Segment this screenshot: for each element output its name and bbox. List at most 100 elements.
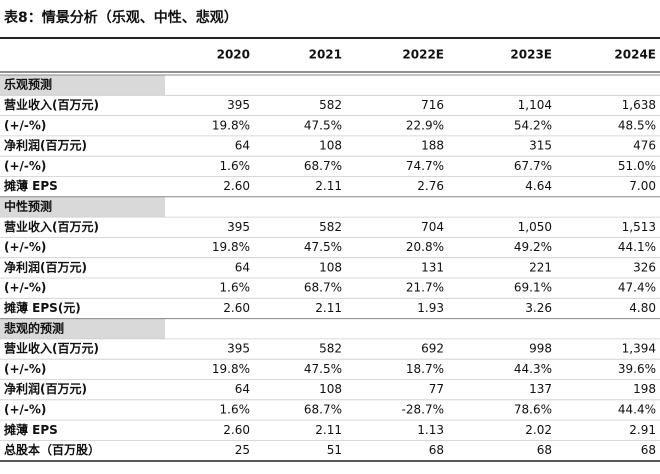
cell: 39.6% [618,362,656,376]
cell: 221 [529,260,552,274]
cell: 1.13 [417,423,444,437]
column-header: 2020 [217,48,250,62]
cell: 1,104 [518,98,552,112]
row-label: (+/-%) [4,281,46,295]
cell: 2.11 [315,423,342,437]
cell: 47.4% [618,281,656,295]
cell: 2.60 [223,423,250,437]
cell: 1.6% [220,402,251,416]
cell: 68 [641,443,656,457]
cell: 716 [421,98,444,112]
cell: 315 [529,139,552,153]
row-label: 摊薄 EPS [4,422,58,437]
cell: 44.4% [618,402,656,416]
row-label: (+/-%) [4,240,46,254]
cell: 326 [633,260,656,274]
cell: 47.5% [304,118,342,132]
row-label: (+/-%) [4,402,46,416]
section-title: 中性预测 [4,198,52,213]
cell: 998 [529,342,552,356]
row-label: (+/-%) [4,118,46,132]
row-label: 总股本（百万股） [4,442,100,457]
cell: 582 [319,220,342,234]
cell: 137 [529,382,552,396]
cell: 19.8% [212,240,250,254]
cell: 1.6% [220,281,251,295]
cell: 18.7% [406,362,444,376]
row-label: 营业收入(百万元) [4,97,99,112]
cell: 108 [319,382,342,396]
section-bg [0,75,165,96]
column-header: 2022E [402,48,444,62]
column-header: 2023E [510,48,552,62]
section-title: 乐观预测 [4,77,52,92]
cell: 395 [227,342,250,356]
cell: 1.6% [220,159,251,173]
cell: 19.8% [212,118,250,132]
cell: 69.1% [514,281,552,295]
cell: 704 [421,220,444,234]
cell: 2.76 [417,179,444,193]
cell: 68.7% [304,159,342,173]
cell: 4.64 [525,179,552,193]
cell: 64 [235,139,250,153]
cell: 582 [319,98,342,112]
cell: 395 [227,98,250,112]
cell: 476 [633,139,656,153]
cell: 19.8% [212,362,250,376]
cell: 188 [421,139,444,153]
cell: 47.5% [304,240,342,254]
cell: -28.7% [402,402,444,416]
section-bg [0,318,165,339]
row-label: 净利润(百万元) [4,259,87,274]
cell: 582 [319,342,342,356]
column-header: 2021 [309,48,342,62]
row-label: 摊薄 EPS [4,178,58,193]
row-label: 净利润(百万元) [4,138,87,153]
cell: 64 [235,260,250,274]
row-label: 营业收入(百万元) [4,341,99,356]
cell: 108 [319,260,342,274]
cell: 64 [235,382,250,396]
cell: 78.6% [514,402,552,416]
cell: 25 [235,443,250,457]
cell: 1,050 [518,220,552,234]
cell: 48.5% [618,118,656,132]
cell: 692 [421,342,444,356]
cell: 198 [633,382,656,396]
cell: 108 [319,139,342,153]
cell: 395 [227,220,250,234]
cell: 68 [429,443,444,457]
cell: 2.91 [629,423,656,437]
row-label: (+/-%) [4,159,46,173]
row-label: 净利润(百万元) [4,381,87,396]
row-label: (+/-%) [4,362,46,376]
cell: 1,394 [622,342,656,356]
cell: 44.1% [618,240,656,254]
cell: 49.2% [514,240,552,254]
row-label: 营业收入(百万元) [4,219,99,234]
section-bg [0,196,165,218]
cell: 22.9% [406,118,444,132]
cell: 1,638 [622,98,656,112]
cell: 2.02 [525,423,552,437]
cell: 7.00 [629,179,656,193]
cell: 68 [537,443,552,457]
cell: 20.8% [406,240,444,254]
cell: 2.11 [315,301,342,315]
column-header: 2024E [614,48,656,62]
cell: 47.5% [304,362,342,376]
cell: 68.7% [304,402,342,416]
cell: 21.7% [406,281,444,295]
cell: 77 [429,382,444,396]
cell: 2.60 [223,179,250,193]
cell: 1,513 [622,220,656,234]
cell: 131 [421,260,444,274]
cell: 51.0% [618,159,656,173]
cell: 51 [327,443,342,457]
cell: 1.93 [417,301,444,315]
cell: 2.60 [223,301,250,315]
cell: 67.7% [514,159,552,173]
cell: 4.80 [629,301,656,315]
cell: 3.26 [525,301,552,315]
